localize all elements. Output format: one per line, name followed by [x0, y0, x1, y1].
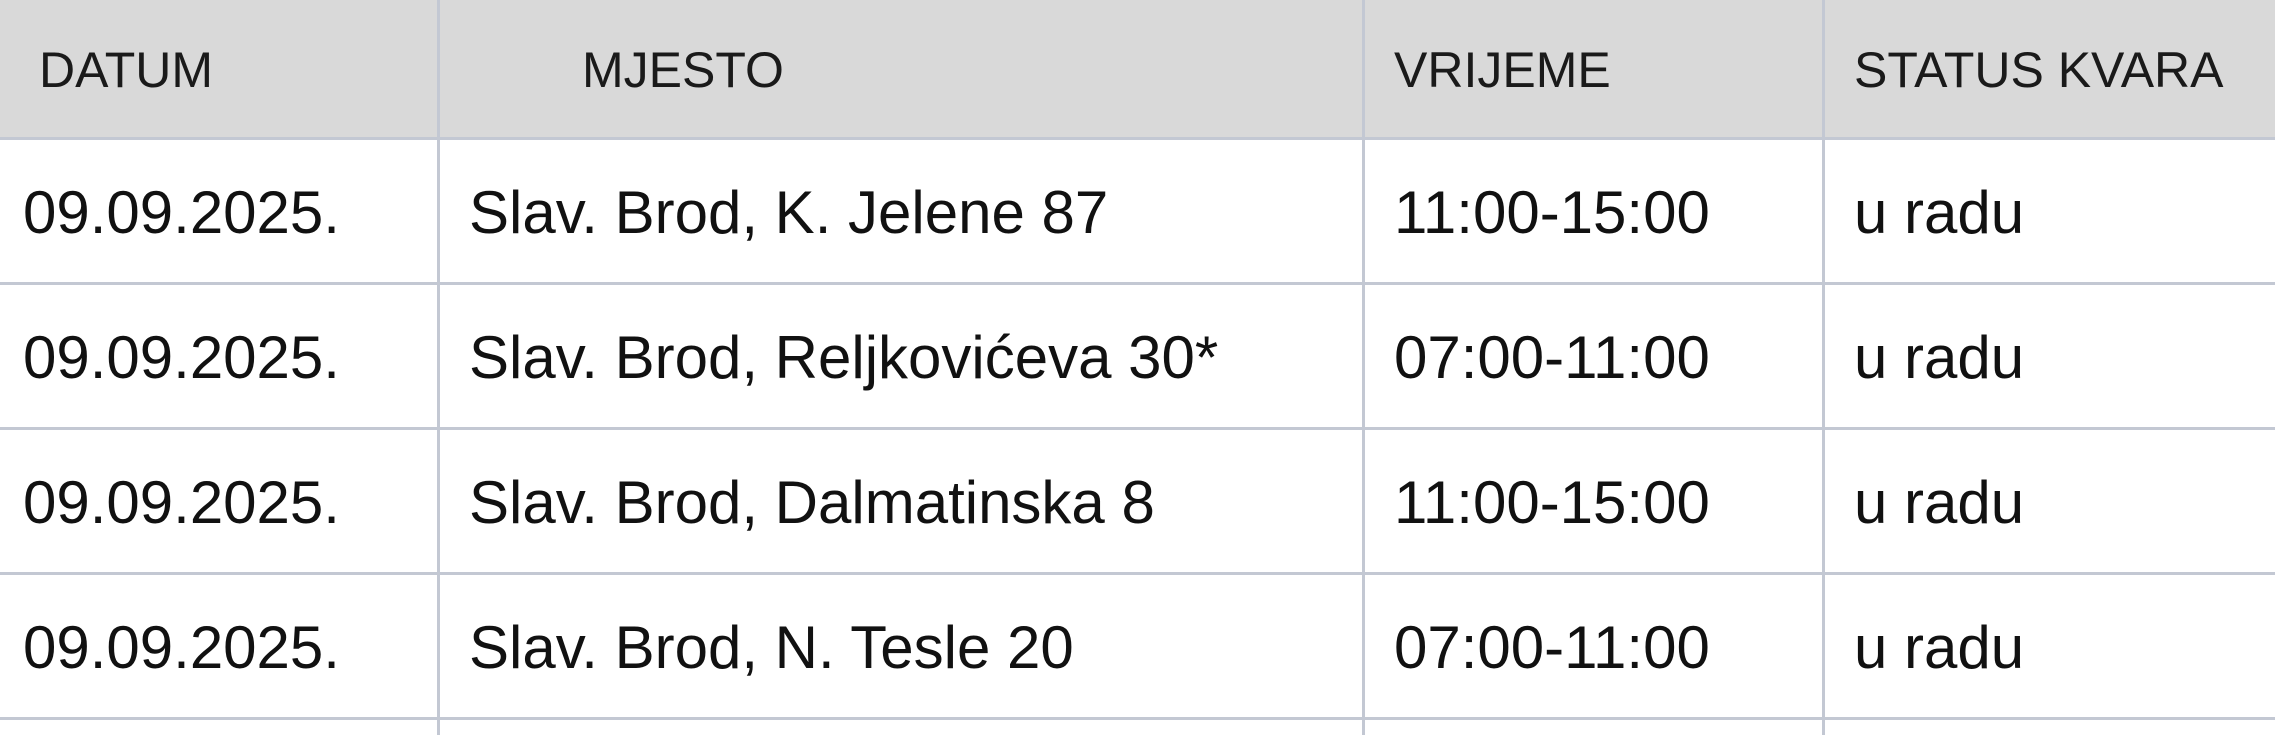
time-cell: 07:00-11:00 — [1394, 324, 1710, 391]
date-cell: 09.09.2025. — [23, 469, 340, 536]
status-cell: u radu — [1854, 469, 2025, 536]
date-cell: 09.09.2025. — [23, 179, 340, 246]
row-border — [0, 572, 2275, 575]
location-cell: Slav. Brod, K. Jelene 87 — [469, 179, 1109, 246]
time-cell: 11:00-15:00 — [1394, 179, 1710, 246]
column-header: VRIJEME — [1394, 41, 1611, 98]
column-border — [437, 0, 440, 735]
date-cell: 09.09.2025. — [23, 614, 340, 681]
row-border — [0, 282, 2275, 285]
location-cell: Slav. Brod, Dalmatinska 8 — [469, 469, 1155, 536]
column-border — [1822, 0, 1825, 735]
row-border — [0, 427, 2275, 430]
time-cell: 11:00-15:00 — [1394, 469, 1710, 536]
status-cell: u radu — [1854, 614, 2025, 681]
row-border — [0, 137, 2275, 140]
column-header: STATUS KVARA — [1854, 41, 2224, 98]
time-cell: 07:00-11:00 — [1394, 614, 1710, 681]
location-cell: Slav. Brod, N. Tesle 20 — [469, 614, 1074, 681]
header-background — [0, 0, 2275, 139]
date-cell: 09.09.2025. — [23, 324, 340, 391]
column-header: DATUM — [39, 41, 214, 98]
column-border — [1362, 0, 1365, 735]
column-header: MJESTO — [582, 41, 784, 98]
status-cell: u radu — [1854, 179, 2025, 246]
status-cell: u radu — [1854, 324, 2025, 391]
location-cell: Slav. Brod, Reljkovićeva 30* — [469, 324, 1219, 391]
row-border — [0, 717, 2275, 720]
